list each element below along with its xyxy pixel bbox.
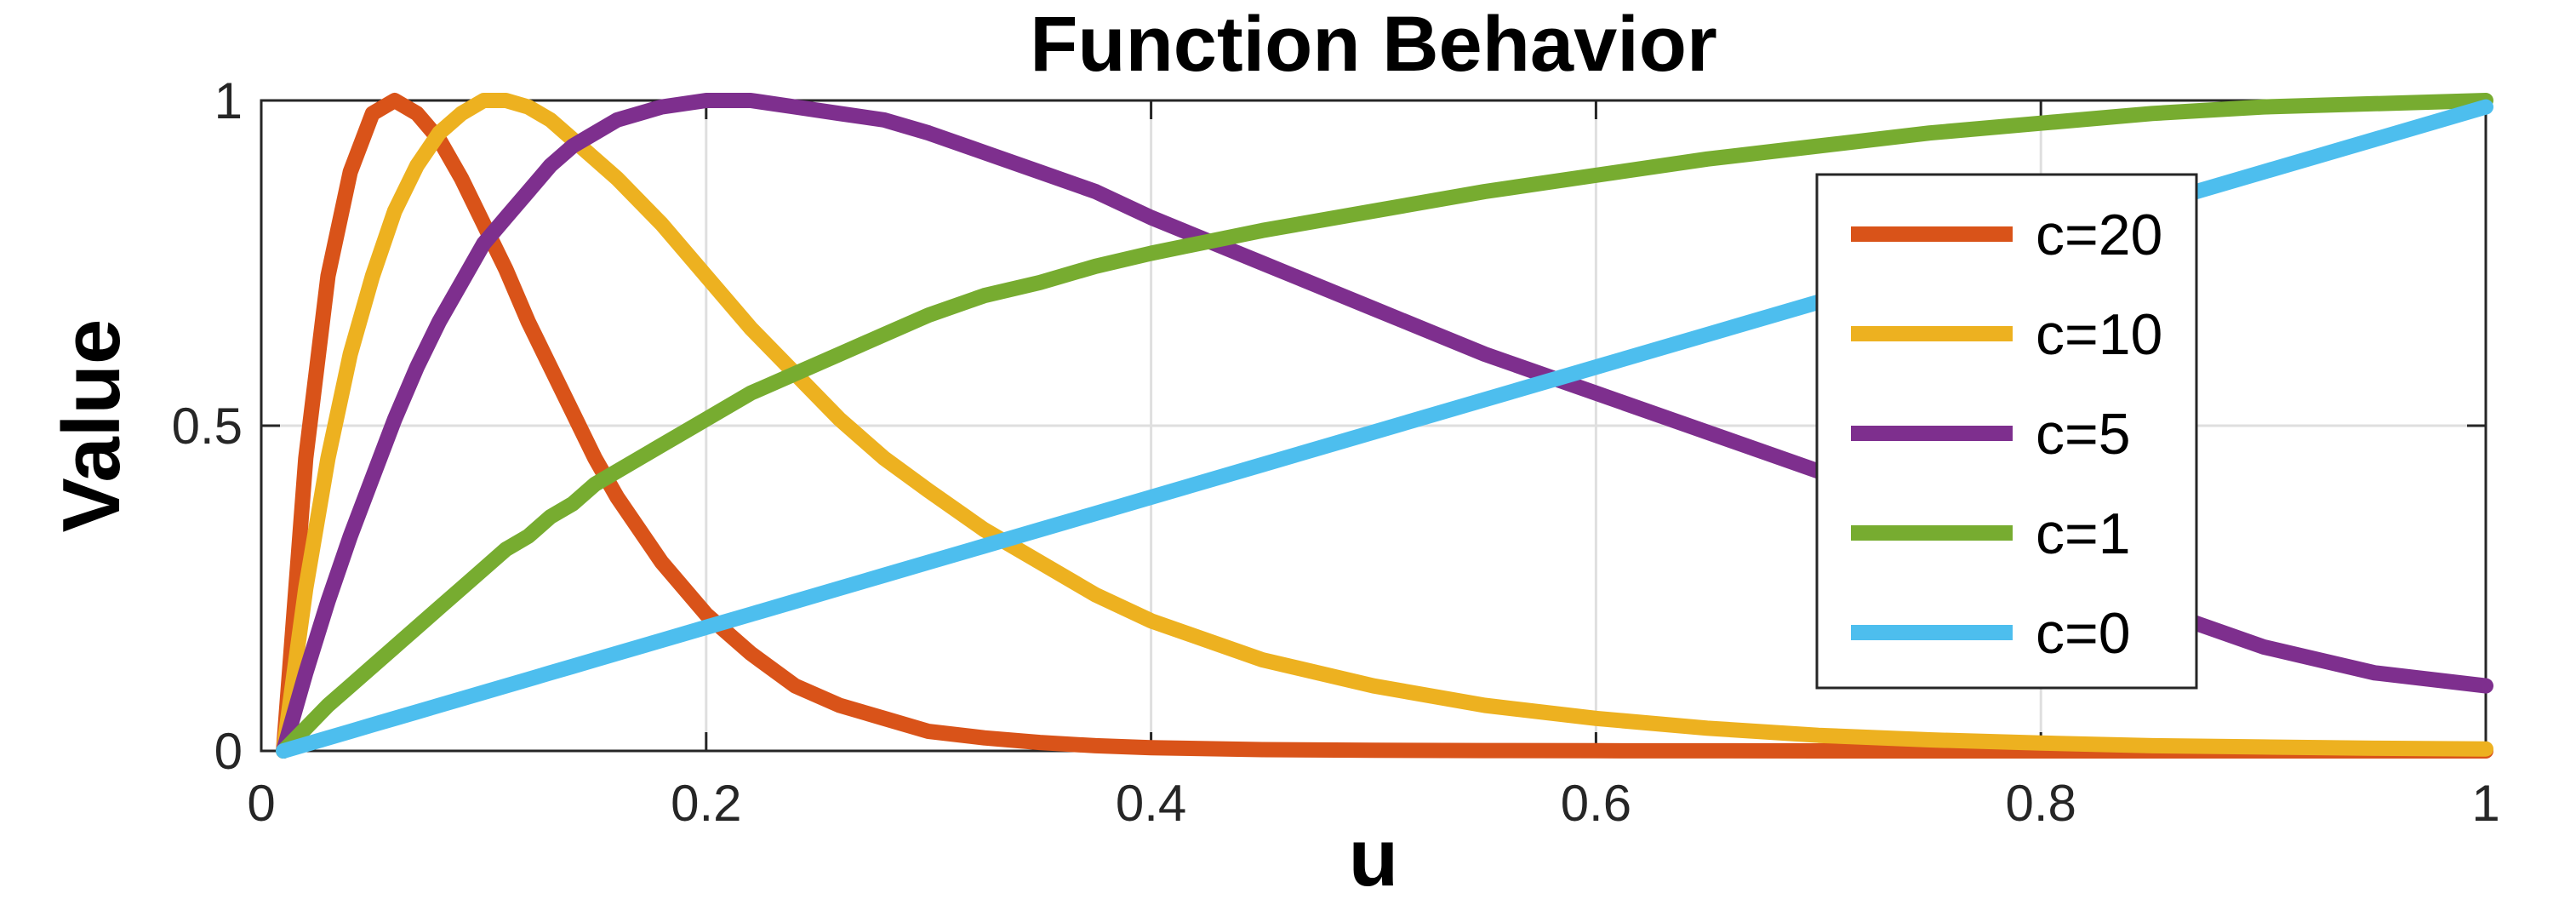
x-tick-label: 0 — [247, 775, 275, 832]
legend-label: c=10 — [2036, 302, 2162, 367]
legend: c=20 c=10 c=5 c=1 c=0 — [1815, 173, 2198, 690]
legend-label: c=5 — [2036, 402, 2131, 467]
x-tick-label: 1 — [2471, 775, 2499, 832]
y-tick-label: 0.5 — [172, 398, 243, 455]
y-axis-label: Value — [46, 319, 137, 533]
y-tick-label: 0 — [214, 723, 243, 780]
series-line-c=1 — [276, 93, 2493, 759]
x-tick-label: 0.2 — [671, 775, 741, 832]
legend-label: c=1 — [2036, 501, 2131, 566]
x-tick-label: 0.8 — [2005, 775, 2076, 832]
series-line-c=5 — [276, 93, 2493, 759]
series-lines — [276, 93, 2493, 759]
y-tick-label: 1 — [214, 72, 243, 129]
series-line-c=0 — [276, 99, 2493, 759]
axis-ticks: 0 0.2 0.4 0.6 0.8 1 0 0.5 1 — [172, 72, 2500, 832]
x-tick-label: 0.6 — [1561, 775, 1631, 832]
chart-title: Function Behavior — [1030, 1, 1717, 88]
legend-label: c=20 — [2036, 203, 2162, 267]
series-line-c=20 — [276, 93, 2493, 759]
x-tick-label: 0.4 — [1116, 775, 1186, 832]
x-axis-label: u — [1349, 812, 1399, 903]
legend-label: c=0 — [2036, 601, 2131, 666]
